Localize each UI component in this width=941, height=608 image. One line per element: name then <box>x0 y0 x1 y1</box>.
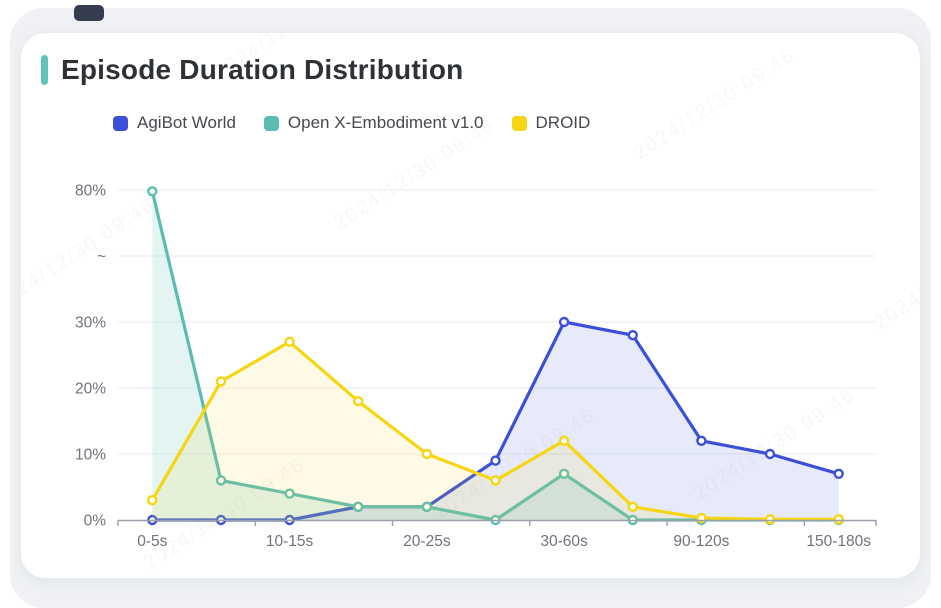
series-area <box>152 322 839 520</box>
y-axis-tick-label: 80% <box>75 183 106 200</box>
data-point[interactable] <box>421 448 433 460</box>
y-axis-labels: 0% 10% 20% 30% ~80% <box>75 183 106 530</box>
y-axis-tick-label: 30% <box>75 315 106 332</box>
data-point[interactable] <box>284 488 295 499</box>
title-accent-bar <box>41 55 48 85</box>
data-point[interactable] <box>147 186 158 197</box>
legend-item-droid[interactable]: DROID <box>511 113 591 133</box>
legend-swatch <box>113 115 128 131</box>
card-header: Episode Duration Distribution <box>41 54 463 86</box>
data-point[interactable] <box>353 501 364 512</box>
data-point[interactable] <box>627 501 638 512</box>
x-axis-tick-label: 10-15s <box>266 533 314 550</box>
x-axis-labels: 0-5s 10-15s 20-25s 30-60s 90-120s 150-180s <box>137 533 871 550</box>
series-area <box>152 191 839 520</box>
x-axis <box>117 519 877 526</box>
data-point[interactable] <box>215 475 227 486</box>
legend-item-open-x-embodiment-v1-0[interactable]: Open X-Embodiment v1.0 <box>263 113 484 133</box>
x-axis-tick-label: 30-60s <box>540 533 588 550</box>
data-point[interactable] <box>353 396 364 407</box>
x-axis-tick-label: 0-5s <box>137 533 167 550</box>
data-point[interactable] <box>215 376 227 387</box>
data-point[interactable] <box>147 495 158 506</box>
data-point[interactable] <box>764 448 776 460</box>
legend-label: Open X-Embodiment v1.0 <box>287 113 484 132</box>
x-axis-tick-label: 20-25s <box>403 533 451 550</box>
legend-swatch <box>263 115 279 131</box>
data-point[interactable] <box>490 475 501 486</box>
legend-label: DROID <box>535 113 591 132</box>
data-point[interactable] <box>696 435 707 446</box>
data-point[interactable] <box>558 316 570 328</box>
data-point[interactable] <box>284 336 295 347</box>
chart-title: Episode Duration Distribution <box>61 54 464 85</box>
data-point[interactable] <box>833 514 844 525</box>
y-axis-tick-label: 20% <box>75 381 106 398</box>
data-point[interactable] <box>627 330 638 341</box>
legend-swatch <box>511 115 527 131</box>
data-point[interactable] <box>833 468 844 479</box>
legend: AgiBot World Open X-Embodiment v1.0 DROID <box>113 113 590 133</box>
y-axis-tick-label: ~ <box>97 249 106 266</box>
x-axis-tick-label: 90-120s <box>673 533 729 550</box>
y-axis-tick-label: 10% <box>75 447 106 464</box>
y-axis-tick-label: 0% <box>84 513 107 530</box>
legend-item-agibot-world[interactable]: AgiBot World <box>113 113 236 133</box>
x-axis-tick-label: 150-180s <box>806 533 871 550</box>
series-area <box>152 341 839 520</box>
data-point[interactable] <box>764 514 776 525</box>
data-point[interactable] <box>421 501 433 512</box>
legend-label: AgiBot World <box>137 113 236 132</box>
data-point[interactable] <box>558 468 570 479</box>
data-point[interactable] <box>490 455 501 466</box>
top-edge-element <box>74 5 104 21</box>
data-point[interactable] <box>558 435 570 446</box>
